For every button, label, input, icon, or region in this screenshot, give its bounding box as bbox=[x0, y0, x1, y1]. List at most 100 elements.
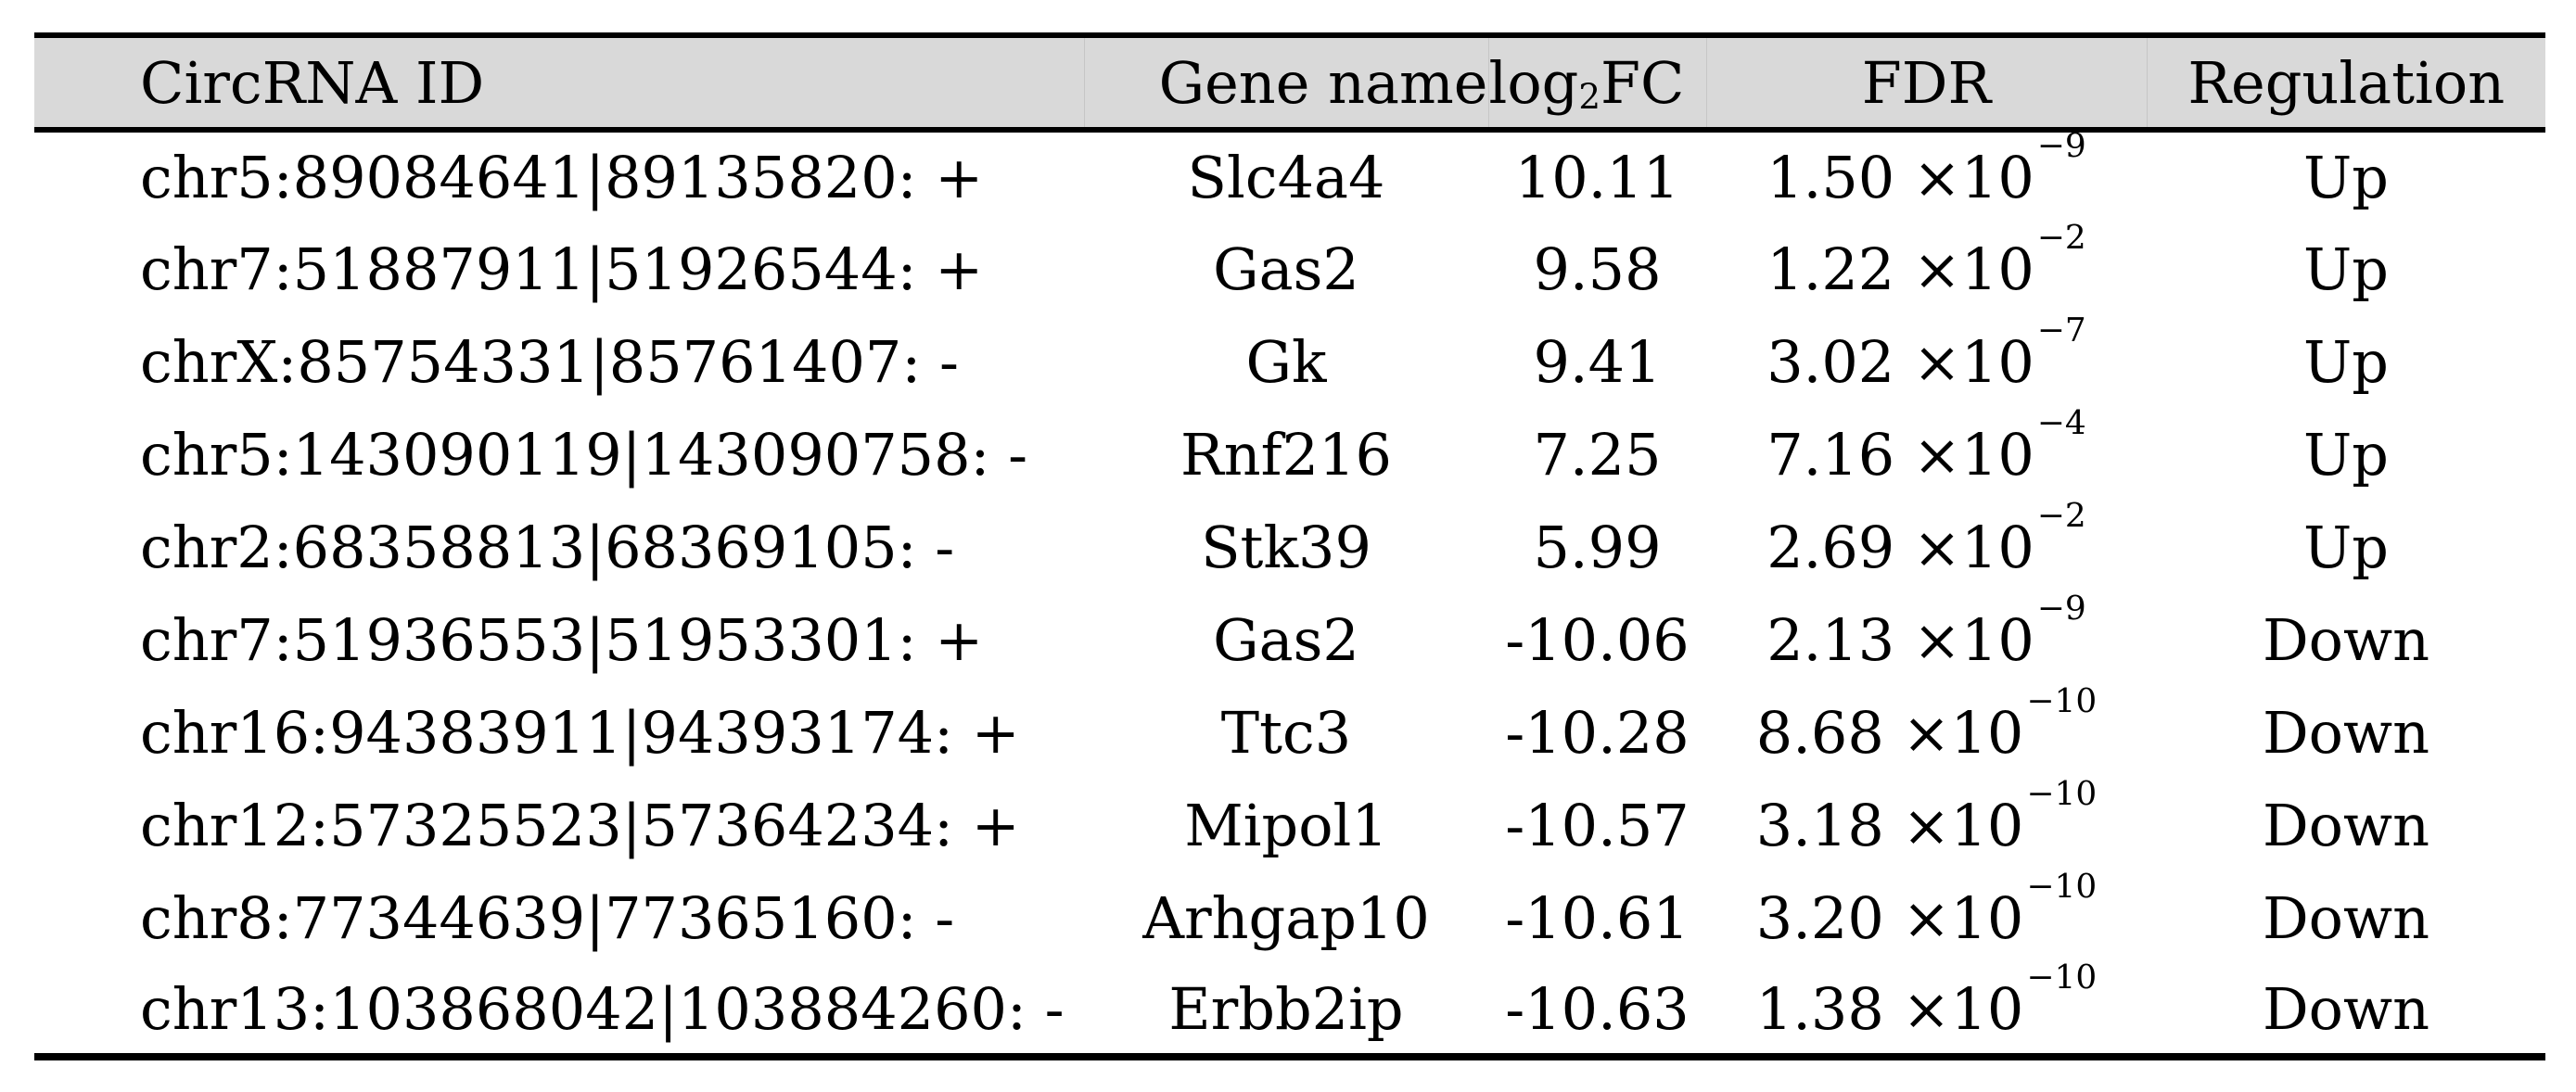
cell-regulation: Down bbox=[2147, 593, 2545, 686]
fdr-exponent-text: −2 bbox=[2036, 496, 2086, 535]
table-row: chr16:94383911|94393174: + Ttc3 -10.28 8… bbox=[34, 682, 2545, 779]
circrna-id-text: chr8:77344639|77365160: - bbox=[140, 883, 955, 952]
cell-fdr: 2.13 ×10−9 bbox=[1706, 589, 2147, 686]
log2fc-value-text: -10.06 bbox=[1505, 605, 1690, 674]
gene-name-text: Gas2 bbox=[1213, 605, 1359, 674]
cell-regulation: Up bbox=[2147, 130, 2545, 222]
cell-log2fc: 5.99 bbox=[1488, 501, 1706, 593]
cell-gene-name: Arhgap10 bbox=[1084, 871, 1488, 964]
table-row: chr7:51936553|51953301: + Gas2 -10.06 2.… bbox=[34, 589, 2545, 686]
cell-circrna-id: chr8:77344639|77365160: - bbox=[34, 871, 1084, 964]
table-row: chr5:89084641|89135820: + Slc4a4 10.11 1… bbox=[34, 127, 2545, 222]
cell-log2fc: 9.41 bbox=[1488, 315, 1706, 408]
cell-log2fc: 10.11 bbox=[1488, 130, 1706, 222]
table-row: chr13:103868042|103884260: - Erbb2ip -10… bbox=[34, 959, 2545, 1057]
cell-gene-name: Erbb2ip bbox=[1084, 964, 1488, 1057]
fdr-exponent-text: −10 bbox=[2026, 774, 2098, 813]
cell-fdr: 1.50 ×10−9 bbox=[1706, 127, 2147, 222]
cell-gene-name: Ttc3 bbox=[1084, 686, 1488, 779]
cell-circrna-id: chr13:103868042|103884260: - bbox=[34, 964, 1084, 1057]
circrna-results-table: CircRNA ID Gene name log2FC FDR Regulati… bbox=[34, 32, 2545, 1060]
table-body: chr5:89084641|89135820: + Slc4a4 10.11 1… bbox=[34, 127, 2545, 1057]
fdr-exponent-text: −9 bbox=[2036, 127, 2086, 166]
fdr-mantissa-text: 8.68 ×10 bbox=[1755, 698, 2024, 767]
column-header-gene-name: Gene name bbox=[1083, 35, 1488, 130]
gene-name-text: Slc4a4 bbox=[1187, 144, 1385, 211]
circrna-id-text: chr16:94383911|94393174: + bbox=[140, 698, 1020, 767]
circrna-results-table-container: CircRNA ID Gene name log2FC FDR Regulati… bbox=[34, 32, 2545, 1060]
table-row: chr2:68358813|68369105: - Stk39 5.99 2.6… bbox=[34, 497, 2545, 593]
circrna-id-text: chr2:68358813|68369105: - bbox=[140, 513, 955, 581]
table-row: chr12:57325523|57364234: + Mipol1 -10.57… bbox=[34, 775, 2545, 871]
regulation-text: Up bbox=[2303, 235, 2389, 303]
log2fc-value-text: -10.63 bbox=[1505, 974, 1690, 1043]
fdr-mantissa-text: 3.02 ×10 bbox=[1766, 327, 2034, 396]
circrna-id-text: chrX:85754331|85761407: - bbox=[140, 327, 959, 396]
cell-log2fc: -10.28 bbox=[1488, 686, 1706, 779]
fdr-mantissa-text: 3.20 ×10 bbox=[1755, 883, 2024, 952]
cell-gene-name: Stk39 bbox=[1084, 501, 1488, 593]
cell-log2fc: -10.61 bbox=[1488, 871, 1706, 964]
fdr-exponent-text: −7 bbox=[2036, 311, 2086, 349]
cell-gene-name: Rnf216 bbox=[1084, 408, 1488, 501]
fdr-exponent-text: −10 bbox=[2026, 958, 2098, 997]
cell-fdr: 3.20 ×10−10 bbox=[1706, 867, 2147, 964]
cell-fdr: 1.38 ×10−10 bbox=[1706, 959, 2147, 1057]
log2fc-value-text: 9.41 bbox=[1533, 327, 1662, 396]
gene-name-text: Rnf216 bbox=[1180, 420, 1392, 489]
cell-circrna-id: chr5:89084641|89135820: + bbox=[34, 130, 1084, 222]
fdr-mantissa-text: 3.18 ×10 bbox=[1755, 791, 2024, 859]
cell-log2fc: 9.58 bbox=[1488, 222, 1706, 315]
cell-gene-name: Slc4a4 bbox=[1084, 130, 1488, 222]
fdr-mantissa-text: 1.50 ×10 bbox=[1766, 144, 2034, 211]
table-row: chr7:51887911|51926544: + Gas2 9.58 1.22… bbox=[34, 219, 2545, 315]
regulation-text: Up bbox=[2303, 144, 2389, 211]
gene-name-text: Stk39 bbox=[1201, 513, 1371, 581]
cell-regulation: Down bbox=[2147, 871, 2545, 964]
fdr-exponent-text: −9 bbox=[2036, 589, 2086, 628]
column-header-log2fc: log2FC bbox=[1487, 35, 1706, 130]
log2fc-label-subscript: 2 bbox=[1578, 76, 1601, 118]
cell-regulation: Down bbox=[2147, 779, 2545, 871]
table-row: chr8:77344639|77365160: - Arhgap10 -10.6… bbox=[34, 867, 2545, 964]
log2fc-value-text: 5.99 bbox=[1533, 513, 1662, 581]
gene-name-text: Ttc3 bbox=[1220, 698, 1352, 767]
regulation-text: Up bbox=[2303, 420, 2389, 489]
regulation-text: Down bbox=[2262, 883, 2430, 952]
log2fc-label-pre: log bbox=[1488, 48, 1579, 117]
fdr-exponent-text: −10 bbox=[2026, 867, 2098, 906]
gene-name-text: Mipol1 bbox=[1184, 791, 1388, 859]
fdr-mantissa-text: 2.69 ×10 bbox=[1766, 513, 2034, 581]
cell-regulation: Up bbox=[2147, 315, 2545, 408]
cell-log2fc: -10.63 bbox=[1488, 964, 1706, 1057]
column-header-circrna-id-label: CircRNA ID bbox=[140, 48, 485, 117]
cell-circrna-id: chr16:94383911|94393174: + bbox=[34, 686, 1084, 779]
log2fc-value-text: -10.28 bbox=[1505, 698, 1690, 767]
cell-gene-name: Gk bbox=[1084, 315, 1488, 408]
circrna-id-text: chr5:89084641|89135820: + bbox=[140, 144, 984, 211]
circrna-id-text: chr5:143090119|143090758: - bbox=[140, 420, 1028, 489]
cell-regulation: Down bbox=[2147, 964, 2545, 1057]
cell-circrna-id: chr7:51936553|51953301: + bbox=[34, 593, 1084, 686]
cell-regulation: Down bbox=[2147, 686, 2545, 779]
column-header-fdr: FDR bbox=[1705, 35, 2147, 130]
cell-circrna-id: chrX:85754331|85761407: - bbox=[34, 315, 1084, 408]
column-header-regulation-label: Regulation bbox=[2187, 48, 2506, 117]
cell-gene-name: Gas2 bbox=[1084, 222, 1488, 315]
log2fc-value-text: -10.57 bbox=[1505, 791, 1690, 859]
gene-name-text: Arhgap10 bbox=[1142, 883, 1430, 952]
regulation-text: Down bbox=[2262, 974, 2430, 1043]
cell-log2fc: -10.57 bbox=[1488, 779, 1706, 871]
column-header-regulation: Regulation bbox=[2146, 35, 2545, 130]
regulation-text: Down bbox=[2262, 605, 2430, 674]
gene-name-text: Erbb2ip bbox=[1168, 974, 1404, 1043]
gene-name-text: Gk bbox=[1245, 327, 1327, 396]
cell-fdr: 1.22 ×10−2 bbox=[1706, 219, 2147, 315]
gene-name-text: Gas2 bbox=[1213, 235, 1359, 303]
regulation-text: Down bbox=[2262, 698, 2430, 767]
cell-circrna-id: chr5:143090119|143090758: - bbox=[34, 408, 1084, 501]
fdr-mantissa-text: 1.38 ×10 bbox=[1755, 974, 2024, 1043]
cell-circrna-id: chr7:51887911|51926544: + bbox=[34, 222, 1084, 315]
log2fc-label-post: FC bbox=[1600, 48, 1685, 117]
log2fc-value-text: 7.25 bbox=[1533, 420, 1662, 489]
